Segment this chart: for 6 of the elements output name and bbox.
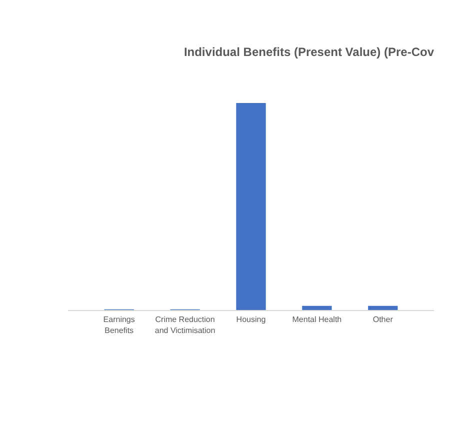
x-tick-label: Earnings Benefits xyxy=(102,314,136,336)
x-tick-label: Crime Reduction and Victimisation xyxy=(154,314,216,336)
x-tick-label: Other xyxy=(372,314,394,325)
x-tick-label: Mental Health xyxy=(291,314,343,325)
x-tick-label: Housing xyxy=(235,314,267,325)
chart-title: Individual Benefits (Present Value) (Pre-Cov xyxy=(184,45,434,59)
